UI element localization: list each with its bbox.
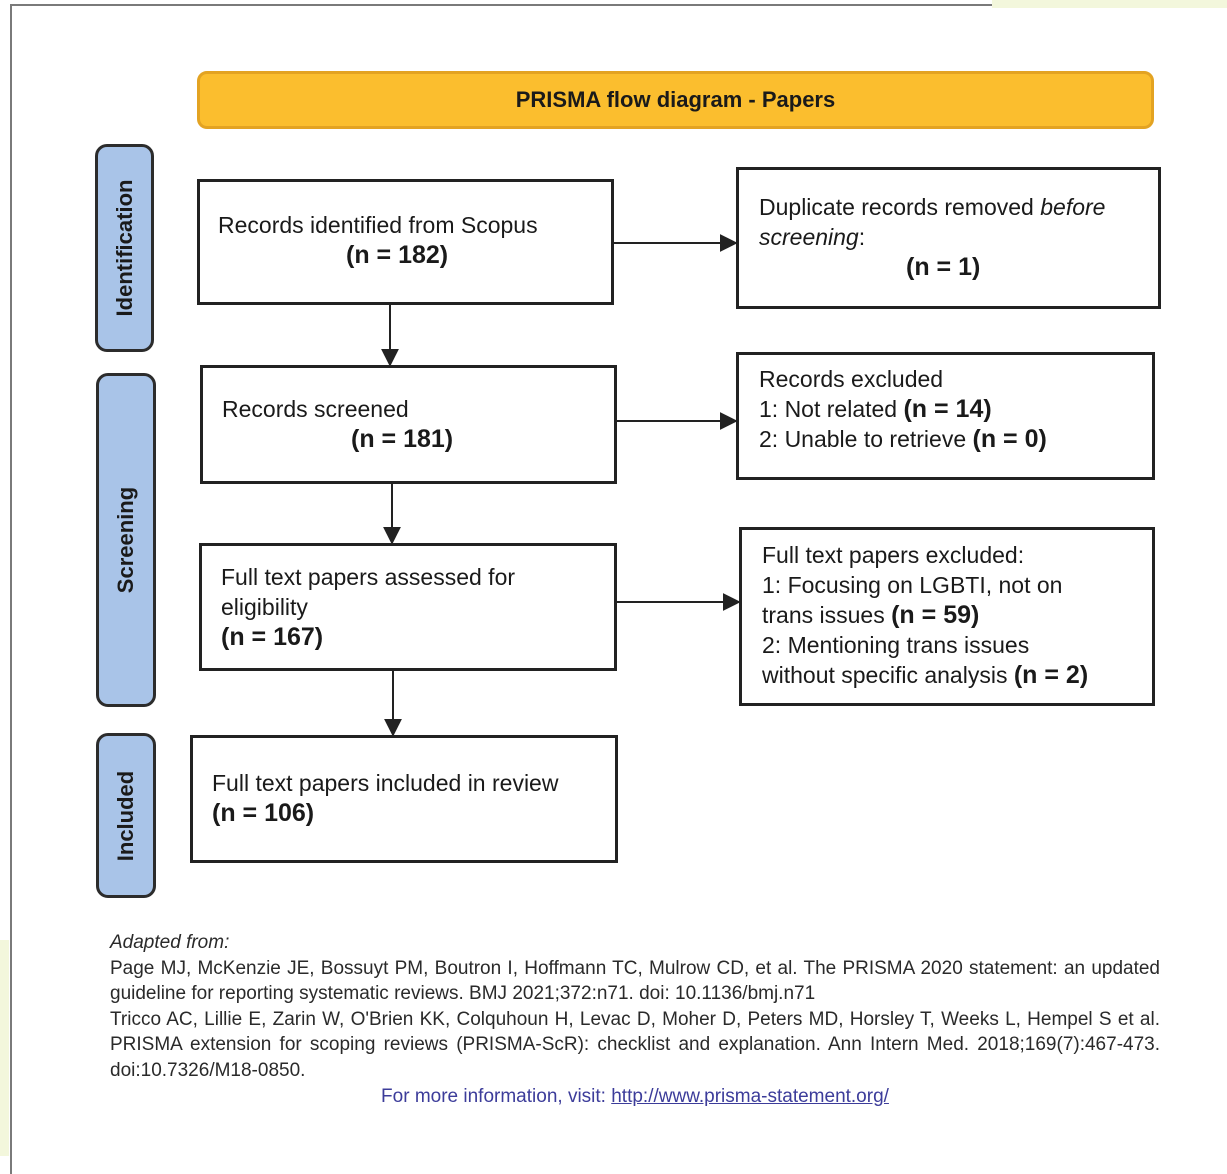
fulltext-included-count: (n = 106) bbox=[212, 798, 615, 828]
box-fulltext-included: Full text papers included in review (n =… bbox=[190, 735, 618, 863]
stage-included: Included bbox=[96, 733, 156, 898]
stage-included-label: Included bbox=[113, 770, 139, 860]
diagram-title-text: PRISMA flow diagram - Papers bbox=[516, 87, 835, 113]
box-fulltext-excluded: Full text papers excluded: 1: Focusing o… bbox=[739, 527, 1155, 706]
records-screened-text: Records screened bbox=[222, 394, 614, 424]
corner-tint-top-right bbox=[992, 0, 1227, 8]
stage-identification: Identification bbox=[95, 144, 154, 352]
reference-page-2021: Page MJ, McKenzie JE, Bossuyt PM, Boutro… bbox=[110, 956, 1160, 1007]
fulltext-assessed-count: (n = 167) bbox=[221, 622, 614, 652]
stage-screening: Screening bbox=[96, 373, 156, 707]
stage-screening-label: Screening bbox=[113, 487, 139, 593]
more-info-line: For more information, visit: http://www.… bbox=[110, 1084, 1160, 1110]
records-identified-count: (n = 182) bbox=[218, 240, 611, 270]
fulltext-excluded-item-1-line2: trans issues (n = 59) bbox=[762, 600, 1152, 630]
box-records-excluded: Records excluded 1: Not related (n = 14)… bbox=[736, 352, 1155, 480]
adapted-from-label: Adapted from: bbox=[110, 930, 1160, 956]
duplicates-text-line2: screening: bbox=[759, 222, 1158, 252]
fulltext-assessed-line1: Full text papers assessed for bbox=[221, 562, 614, 592]
box-records-identified: Records identified from Scopus (n = 182) bbox=[197, 179, 614, 305]
records-screened-count: (n = 181) bbox=[222, 424, 614, 454]
fulltext-included-text: Full text papers included in review bbox=[212, 768, 615, 798]
diagram-title: PRISMA flow diagram - Papers bbox=[197, 71, 1154, 129]
records-excluded-heading: Records excluded bbox=[759, 364, 1152, 394]
duplicates-text-line1: Duplicate records removed before bbox=[759, 192, 1158, 222]
corner-tint-bottom-left bbox=[0, 940, 9, 1156]
box-fulltext-assessed: Full text papers assessed for eligibilit… bbox=[199, 543, 617, 671]
duplicates-count: (n = 1) bbox=[759, 252, 1158, 282]
records-excluded-item-1: 1: Not related (n = 14) bbox=[759, 394, 1152, 424]
box-duplicates-removed: Duplicate records removed before screeni… bbox=[736, 167, 1161, 309]
fulltext-excluded-item-1-line1: 1: Focusing on LGBTI, not on bbox=[762, 570, 1152, 600]
references-section: Adapted from: Page MJ, McKenzie JE, Boss… bbox=[110, 930, 1160, 1110]
fulltext-excluded-item-2-line1: 2: Mentioning trans issues bbox=[762, 630, 1152, 660]
reference-tricco-2018: Tricco AC, Lillie E, Zarin W, O'Brien KK… bbox=[110, 1007, 1160, 1084]
more-info-label: For more information, visit: bbox=[381, 1086, 611, 1107]
prisma-statement-link[interactable]: http://www.prisma-statement.org/ bbox=[611, 1086, 889, 1107]
stage-identification-label: Identification bbox=[112, 180, 138, 317]
box-records-screened: Records screened (n = 181) bbox=[200, 365, 617, 484]
fulltext-excluded-item-2-line2: without specific analysis (n = 2) bbox=[762, 660, 1152, 690]
fulltext-assessed-line2: eligibility bbox=[221, 592, 614, 622]
records-excluded-item-2: 2: Unable to retrieve (n = 0) bbox=[759, 424, 1152, 454]
records-identified-text: Records identified from Scopus bbox=[218, 210, 611, 240]
fulltext-excluded-heading: Full text papers excluded: bbox=[762, 540, 1152, 570]
